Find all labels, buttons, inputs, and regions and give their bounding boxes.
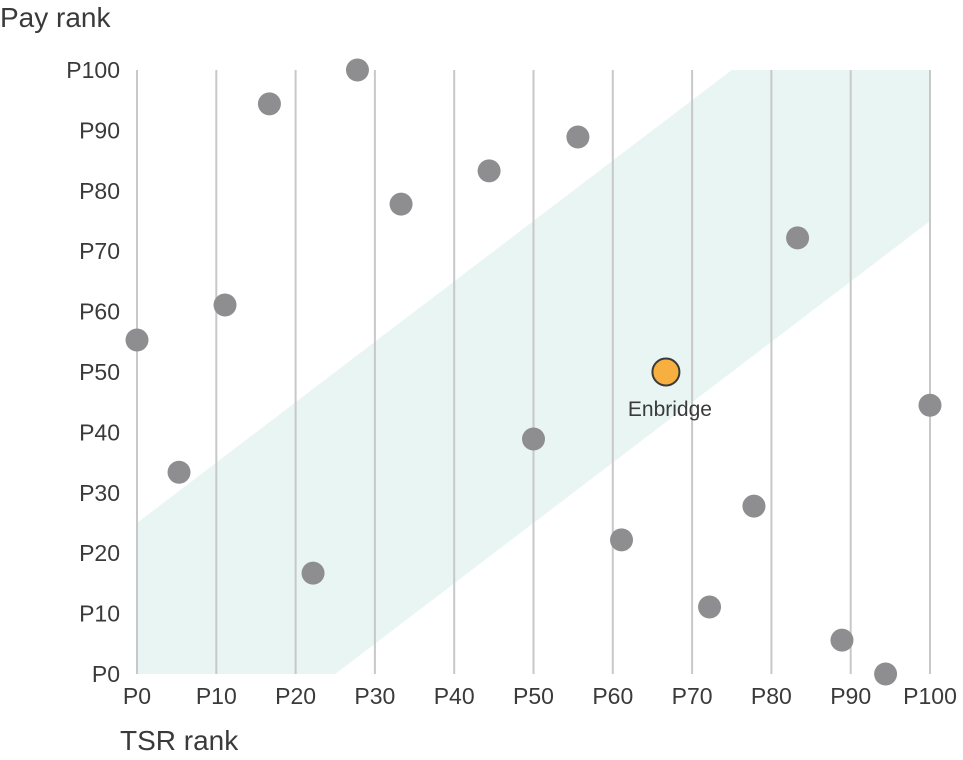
data-point bbox=[610, 528, 634, 552]
y-tick-p10: P10 bbox=[79, 601, 120, 627]
x-tick-p50: P50 bbox=[513, 683, 554, 709]
y-axis-title: Pay rank bbox=[0, 2, 111, 33]
x-tick-p80: P80 bbox=[751, 683, 792, 709]
data-point bbox=[125, 328, 149, 352]
data-point bbox=[257, 92, 281, 116]
y-tick-p40: P40 bbox=[79, 419, 120, 445]
y-tick-p80: P80 bbox=[79, 178, 120, 204]
data-point bbox=[698, 595, 722, 619]
data-point bbox=[786, 226, 810, 250]
data-point bbox=[301, 561, 325, 585]
y-axis-ticks: P0 P10 P20 P30 P40 P50 P60 P70 P80 P90 P100 bbox=[66, 57, 120, 687]
point-enbridge bbox=[651, 357, 681, 387]
data-point bbox=[345, 58, 369, 82]
y-tick-p100: P100 bbox=[66, 57, 120, 83]
data-point bbox=[477, 159, 501, 183]
y-tick-p0: P0 bbox=[92, 661, 120, 687]
x-tick-p40: P40 bbox=[434, 683, 475, 709]
y-tick-p50: P50 bbox=[79, 359, 120, 385]
x-tick-p10: P10 bbox=[196, 683, 237, 709]
x-tick-p0: P0 bbox=[123, 683, 151, 709]
x-tick-p90: P90 bbox=[830, 683, 871, 709]
x-tick-p70: P70 bbox=[672, 683, 713, 709]
x-tick-p30: P30 bbox=[354, 683, 395, 709]
data-point bbox=[213, 293, 237, 317]
y-tick-p20: P20 bbox=[79, 540, 120, 566]
vertical-gridlines bbox=[136, 70, 931, 674]
x-axis-title: TSR rank bbox=[120, 725, 239, 756]
x-axis-ticks: P0 P10 P20 P30 P40 P50 P60 P70 P80 P90 P100 bbox=[123, 683, 957, 709]
x-tick-p20: P20 bbox=[275, 683, 316, 709]
data-point bbox=[874, 662, 898, 686]
y-tick-p60: P60 bbox=[79, 299, 120, 325]
y-tick-p30: P30 bbox=[79, 480, 120, 506]
x-tick-p60: P60 bbox=[592, 683, 633, 709]
data-points: Enbridge bbox=[125, 58, 942, 686]
data-point bbox=[742, 494, 766, 518]
data-point bbox=[830, 628, 854, 652]
x-tick-p100: P100 bbox=[903, 683, 957, 709]
data-point bbox=[167, 460, 191, 484]
y-tick-p70: P70 bbox=[79, 238, 120, 264]
point-label-enbridge: Enbridge bbox=[628, 398, 712, 421]
data-point bbox=[918, 393, 942, 417]
data-point bbox=[389, 192, 413, 216]
data-point bbox=[566, 125, 590, 149]
data-point bbox=[522, 427, 545, 451]
y-tick-p90: P90 bbox=[79, 117, 120, 143]
